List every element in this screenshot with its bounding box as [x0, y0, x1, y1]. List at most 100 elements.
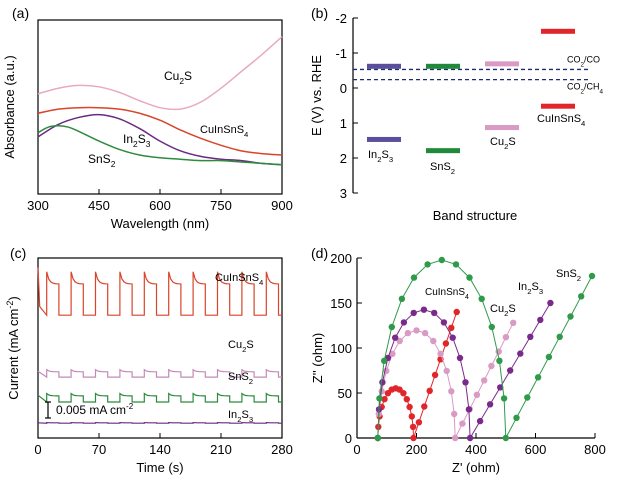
panel-d-point [578, 293, 585, 300]
panel-d-point [392, 334, 399, 341]
panel-d-point [381, 357, 388, 364]
panel-a-xlabel: Wavelength (nm) [111, 216, 210, 231]
panel-d-point [410, 434, 417, 442]
panel-c-xtick-label: 140 [149, 442, 171, 457]
panel-d-point [556, 333, 563, 340]
panel-d-point [424, 261, 431, 268]
panel-d: (d) 0 200 400 600 800 0 50 100 150 200 Z' (ohm) Z'' … [310, 245, 606, 475]
panel-d-xtick-label: 600 [525, 442, 547, 457]
panel-d-point [500, 395, 508, 402]
panel-b-vb-bar [485, 125, 519, 131]
panel-d-point [406, 403, 413, 411]
panel-b-cb-bar [541, 28, 575, 34]
panel-d-point [443, 367, 450, 375]
panel-b-ytick-label: 0 [340, 81, 347, 96]
panel-c-series-In2S3 [37, 421, 282, 424]
panel-d-point [517, 350, 524, 357]
panel-a-series-CuInSnS4 [37, 106, 283, 156]
panel-d-point [534, 374, 542, 381]
panel-d-point [410, 309, 417, 317]
panel-b-ref-label: CO2/CO [567, 54, 600, 68]
panel-b-ytick-label: -1 [335, 46, 347, 61]
panel-d-point [502, 434, 509, 442]
panel-c-series-Cu2S [37, 368, 282, 379]
panel-d-point [381, 396, 388, 403]
panel-a: (a) 300 450 600 750 900 Wavelength (nm) Absorba… [2, 5, 293, 231]
panel-d-point [478, 295, 485, 302]
panel-b-label: (b) [311, 5, 328, 21]
panel-d-point [440, 319, 448, 326]
panel-d-ylabel: Z'' (ohm) [310, 333, 325, 383]
panel-d-point [462, 379, 469, 386]
panel-d-xtick-label: 200 [406, 442, 428, 457]
panel-d-point [510, 319, 517, 326]
panel-b-ytick-label: 2 [340, 151, 347, 166]
panel-d-point [449, 334, 456, 341]
panel-d-ytick-label: 50 [338, 386, 352, 401]
panel-d-point [426, 387, 433, 394]
panel-d-point [473, 391, 481, 398]
panel-d-point [452, 434, 459, 442]
panel-b-ytick-label: -2 [335, 11, 347, 26]
panel-d-point [488, 362, 495, 370]
panel-d-point [481, 377, 488, 384]
panel-d-point [466, 434, 474, 442]
panel-b-xlabel: Band structure [433, 208, 518, 223]
panel-d-point [567, 313, 574, 320]
panel-d-point [408, 413, 415, 420]
panel-c-label-CuInSnS4: CuInSnS4 [215, 272, 264, 287]
panel-d-point [507, 367, 514, 374]
panel-b-cb-bar [485, 61, 519, 67]
panel-a-label-SnS2: SnS2 [88, 152, 116, 169]
panel-d-point [438, 256, 445, 264]
panel-d-point [389, 350, 396, 357]
panel-b-label-SnS2: SnS2 [430, 161, 455, 176]
panel-d-ytick-label: 200 [330, 251, 352, 266]
panel-d-ytick-label: 0 [345, 431, 352, 446]
panel-d-point [430, 337, 437, 345]
panel-c-scalebar-label: 0.005 mA cm-2 [56, 402, 134, 417]
panel-a-label: (a) [12, 5, 29, 21]
panel-d-point [496, 357, 503, 364]
panel-d-point [431, 371, 439, 379]
panel-d-point [527, 333, 534, 340]
panel-d-point [448, 324, 455, 331]
panel-d-point [459, 420, 466, 427]
panel-d-point [396, 337, 403, 345]
panel-d-point [453, 308, 460, 316]
panel-b-ylabel: E (V) vs. RHE [309, 55, 324, 136]
panel-d-point [415, 419, 423, 426]
panel-a-xtick-label: 450 [88, 198, 110, 213]
panel-d-label: (d) [311, 245, 328, 261]
panel-c-label: (c) [10, 245, 26, 261]
panel-d-xlabel: Z' (ohm) [452, 460, 500, 475]
panel-d-point [404, 329, 412, 337]
panel-d-point [400, 319, 408, 326]
panel-c-series-SnS2 [37, 392, 282, 404]
panel-c-series-CuInSnS4 [37, 267, 282, 317]
panel-c-label-In2S3: In2S3 [228, 409, 253, 424]
panel-a-label-In2S3: In2S3 [123, 132, 151, 149]
panel-b-ytick-label: 3 [340, 186, 347, 201]
panel-a-label-CuInSnS4: CuInSnS4 [200, 124, 249, 139]
panel-d-point [431, 309, 438, 317]
panel-d-point [476, 417, 484, 425]
panel-d-point [409, 423, 417, 431]
panel-b-ref-label: CO2/CH4 [567, 82, 604, 96]
panel-d-point [524, 394, 531, 401]
panel-d-line-SnS2 [377, 259, 593, 440]
panel-d-point [488, 323, 495, 331]
panel-d-point [413, 327, 420, 334]
panel-d-point [451, 410, 458, 418]
panel-d-point [442, 340, 450, 347]
panel-d-point [400, 390, 407, 397]
panel-a-xtick-label: 750 [210, 198, 232, 213]
panel-d-point [547, 299, 554, 307]
panel-d-point [379, 379, 386, 386]
panel-d-point [448, 388, 455, 395]
panel-d-point [465, 406, 473, 413]
panel-d-xtick-label: 0 [353, 442, 360, 457]
panel-a-series-SnS2 [37, 125, 283, 166]
panel-a-xtick-label: 900 [271, 198, 293, 213]
